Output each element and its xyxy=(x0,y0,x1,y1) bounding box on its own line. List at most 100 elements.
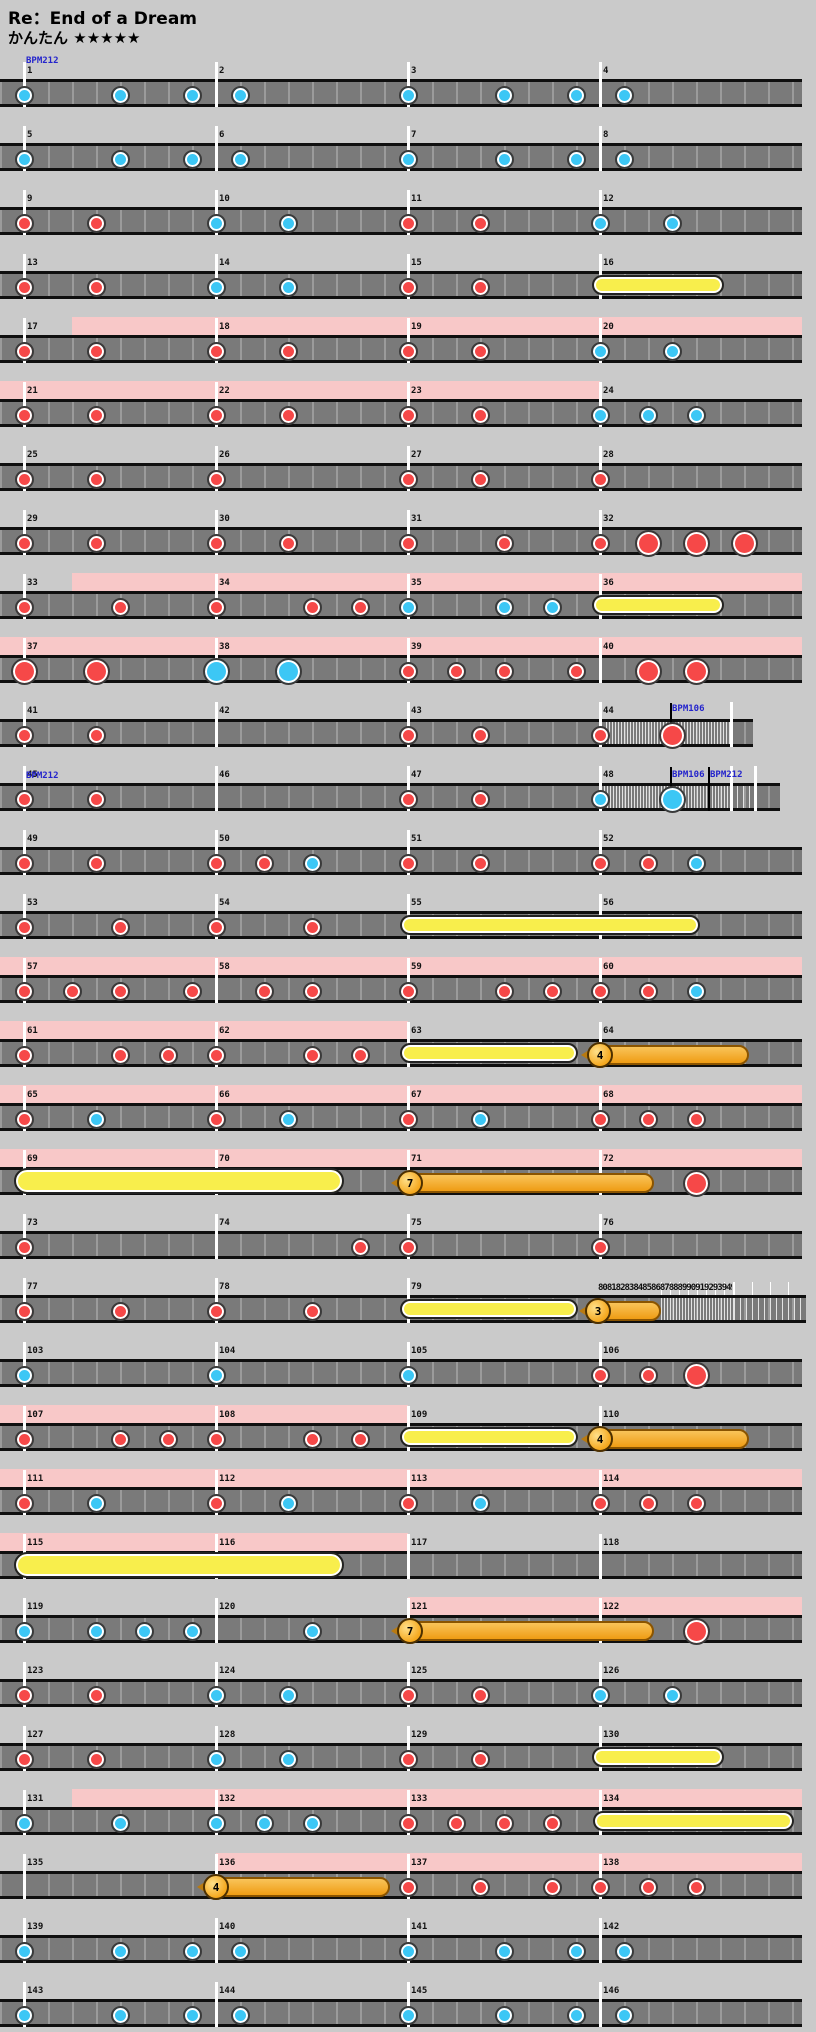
gogo-band xyxy=(0,637,802,655)
big-don-note xyxy=(634,657,662,685)
ka-note xyxy=(14,1941,34,1961)
measure-line xyxy=(407,1982,410,2027)
don-note xyxy=(158,1429,178,1449)
don-note xyxy=(494,1813,514,1833)
don-note xyxy=(398,213,418,233)
don-note xyxy=(14,1685,34,1705)
ka-note xyxy=(590,1685,610,1705)
measure-line xyxy=(599,1534,602,1579)
measure-number: 71 xyxy=(411,1154,422,1164)
measure-line xyxy=(215,1278,218,1323)
measure-number: 137 xyxy=(411,1858,428,1868)
drumroll-note xyxy=(400,1427,578,1447)
measure-number: 37 xyxy=(27,642,38,652)
measure-number: 33 xyxy=(27,578,38,588)
balloon-note: 4 xyxy=(203,1874,229,1900)
measure-number: 123 xyxy=(27,1666,44,1676)
don-note xyxy=(14,277,34,297)
don-note xyxy=(86,533,106,553)
don-note xyxy=(14,1493,34,1513)
measure-line xyxy=(215,1022,218,1067)
measure-line xyxy=(23,1982,26,2027)
balloon-burst-icon xyxy=(391,1626,399,1636)
measure-number: 77 xyxy=(27,1282,38,1292)
measure-line xyxy=(23,1854,26,1899)
measure-line xyxy=(23,894,26,939)
measure-line xyxy=(599,1662,602,1707)
ka-note xyxy=(566,85,586,105)
don-note xyxy=(14,981,34,1001)
song-title: Re：End of a Dream xyxy=(8,9,198,29)
measure-line xyxy=(215,190,218,235)
don-note xyxy=(590,1109,610,1129)
measure-line xyxy=(599,126,602,171)
don-note xyxy=(254,981,274,1001)
ka-note xyxy=(302,1621,322,1641)
big-don-note xyxy=(682,1617,710,1645)
don-note xyxy=(14,533,34,553)
don-note xyxy=(14,213,34,233)
don-note xyxy=(278,341,298,361)
measure-number: 78 xyxy=(219,1282,230,1292)
ka-note xyxy=(566,2005,586,2025)
measure-line xyxy=(215,1086,218,1131)
don-note xyxy=(494,981,514,1001)
measure-number: 21 xyxy=(27,386,38,396)
measure-line xyxy=(23,574,26,619)
ka-note xyxy=(398,85,418,105)
measure-number: 5 xyxy=(27,130,33,140)
measure-line xyxy=(23,1918,26,1963)
measure-line xyxy=(23,958,26,1003)
measure-number: 11 xyxy=(411,194,422,204)
balloon-note: 7 xyxy=(397,1618,423,1644)
don-note xyxy=(590,853,610,873)
don-note xyxy=(398,1685,418,1705)
balloon-note: 4 xyxy=(587,1042,613,1068)
measure-number: 9 xyxy=(27,194,33,204)
gogo-band xyxy=(72,1789,802,1807)
don-note xyxy=(14,341,34,361)
ka-note xyxy=(590,789,610,809)
measure-line xyxy=(407,446,410,491)
measure-line xyxy=(599,830,602,875)
ka-note xyxy=(14,1813,34,1833)
measure-line xyxy=(23,382,26,427)
measure-track xyxy=(0,1615,802,1643)
don-note xyxy=(638,1493,658,1513)
don-note xyxy=(110,1045,130,1065)
measure-number: 41 xyxy=(27,706,38,716)
measure-line xyxy=(23,190,26,235)
ka-note xyxy=(686,853,706,873)
measure-line xyxy=(599,446,602,491)
measure-number: 135 xyxy=(27,1858,44,1868)
measure-line xyxy=(407,62,410,107)
don-note xyxy=(14,1237,34,1257)
don-note xyxy=(86,853,106,873)
don-note xyxy=(302,1301,322,1321)
measure-line xyxy=(407,318,410,363)
measure-line xyxy=(215,766,218,811)
don-note xyxy=(398,789,418,809)
don-note xyxy=(470,213,490,233)
big-don-note xyxy=(82,657,110,685)
don-note xyxy=(686,1109,706,1129)
don-note xyxy=(14,1749,34,1769)
balloon-tail-bar xyxy=(600,1429,749,1449)
don-note xyxy=(302,981,322,1001)
measure-line xyxy=(407,254,410,299)
measure-number: 10 xyxy=(219,194,230,204)
don-note xyxy=(398,405,418,425)
measure-line xyxy=(23,1278,26,1323)
measure-number: 142 xyxy=(603,1922,620,1932)
measure-line xyxy=(599,318,602,363)
measure-line xyxy=(215,1726,218,1771)
measure-line xyxy=(215,126,218,171)
don-note xyxy=(302,1045,322,1065)
ka-note xyxy=(86,1109,106,1129)
measure-line xyxy=(599,190,602,235)
measure-line xyxy=(215,894,218,939)
measure-line xyxy=(23,1406,26,1451)
measure-number: 18 xyxy=(219,322,230,332)
don-note xyxy=(278,533,298,553)
